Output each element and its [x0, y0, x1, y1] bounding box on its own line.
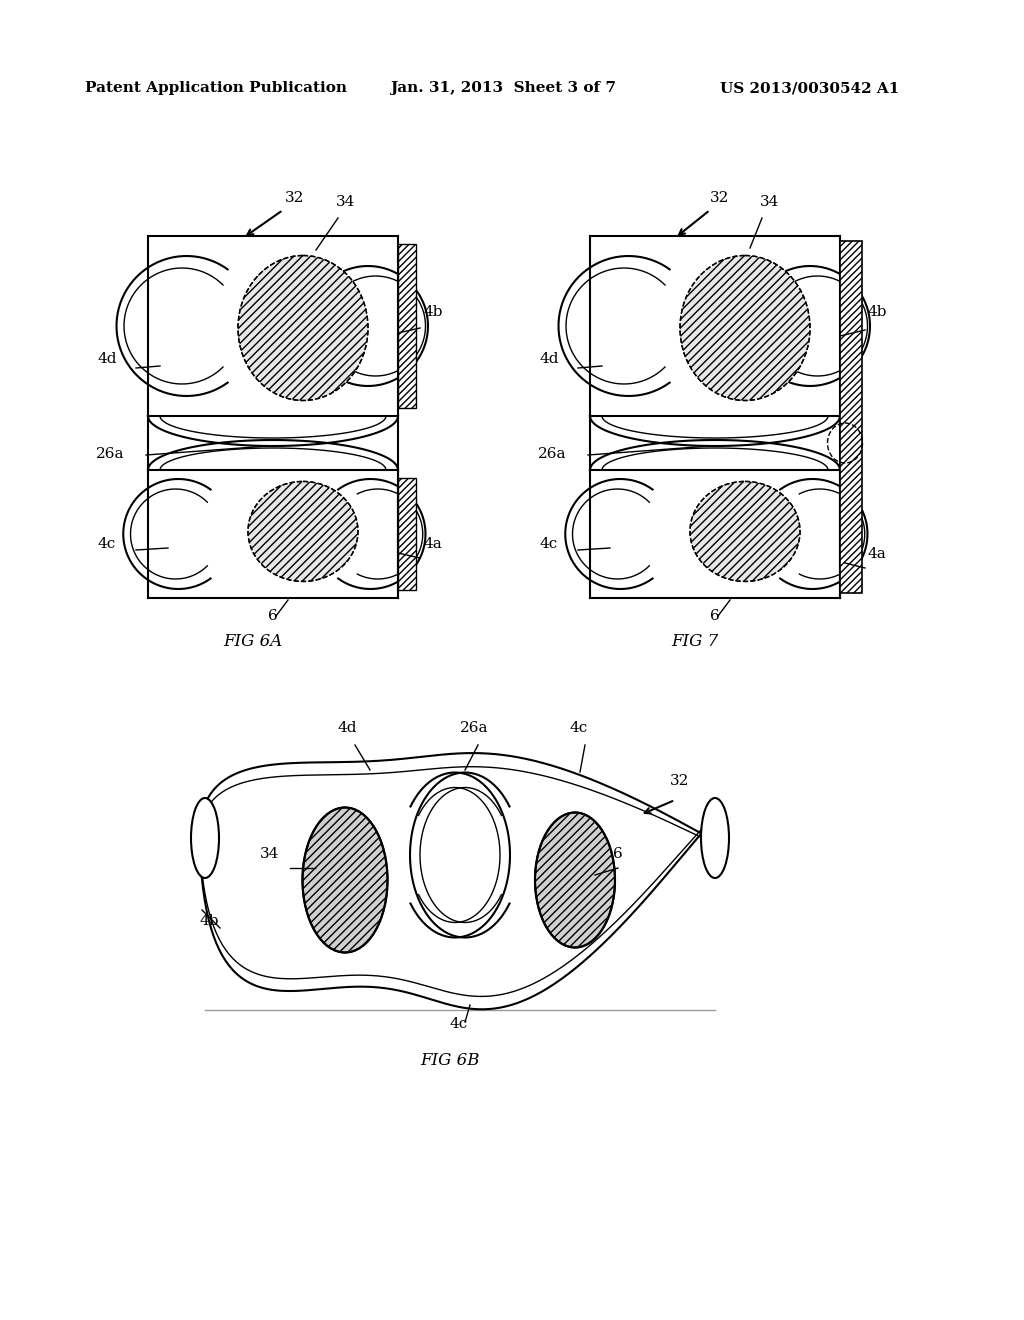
Text: 34: 34: [760, 195, 779, 209]
Polygon shape: [398, 244, 416, 408]
Text: US 2013/0030542 A1: US 2013/0030542 A1: [720, 81, 899, 95]
Ellipse shape: [248, 482, 358, 581]
Text: 4c: 4c: [98, 537, 117, 550]
Text: 4a: 4a: [423, 537, 441, 550]
Text: FIG 6B: FIG 6B: [420, 1052, 480, 1069]
Text: 26a: 26a: [460, 721, 488, 735]
Text: 4c: 4c: [540, 537, 558, 550]
Ellipse shape: [535, 813, 615, 948]
Text: 4b: 4b: [868, 305, 888, 319]
Text: 4d: 4d: [540, 352, 559, 366]
Text: 4c: 4c: [450, 1016, 468, 1031]
Ellipse shape: [238, 256, 368, 400]
Polygon shape: [840, 242, 862, 593]
Text: 4d: 4d: [98, 352, 118, 366]
Text: 32: 32: [285, 191, 304, 205]
Polygon shape: [398, 478, 416, 590]
Ellipse shape: [680, 256, 810, 400]
Text: 4b: 4b: [200, 913, 219, 928]
Text: 6: 6: [268, 609, 278, 623]
Text: 4d: 4d: [338, 721, 357, 735]
Text: 34: 34: [260, 847, 280, 861]
Text: 32: 32: [710, 191, 729, 205]
Text: 6: 6: [710, 609, 720, 623]
Text: 34: 34: [336, 195, 355, 209]
Text: 4c: 4c: [570, 721, 588, 735]
Ellipse shape: [690, 482, 800, 581]
Ellipse shape: [191, 799, 219, 878]
Ellipse shape: [701, 799, 729, 878]
Text: 4a: 4a: [868, 546, 887, 561]
Text: Jan. 31, 2013  Sheet 3 of 7: Jan. 31, 2013 Sheet 3 of 7: [390, 81, 616, 95]
Text: FIG 6A: FIG 6A: [223, 634, 283, 649]
Ellipse shape: [302, 808, 387, 953]
Text: Patent Application Publication: Patent Application Publication: [85, 81, 347, 95]
Text: 26a: 26a: [96, 447, 125, 461]
Text: 4b: 4b: [423, 305, 442, 319]
Text: 26a: 26a: [538, 447, 566, 461]
Text: 32: 32: [670, 774, 689, 788]
Text: 6: 6: [613, 847, 623, 861]
Text: FIG 7: FIG 7: [672, 634, 719, 649]
